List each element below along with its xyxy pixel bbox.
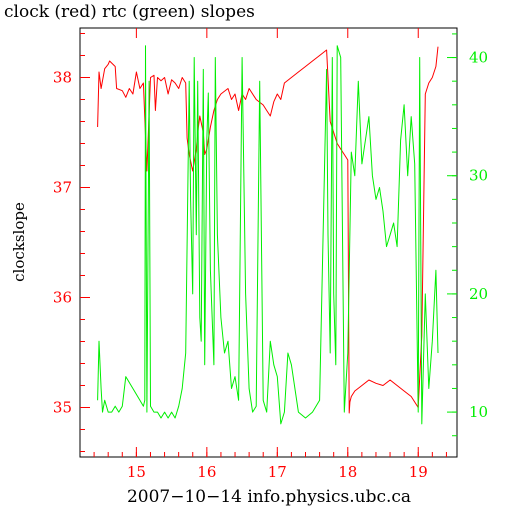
right-tick-label: 10 <box>469 403 488 421</box>
x-tick-label: 16 <box>197 463 216 481</box>
tick-marks <box>80 28 457 457</box>
x-axis-label: 2007−10−14 info.physics.ubc.ca <box>127 487 411 507</box>
y-axis-label: clockslope <box>10 202 28 282</box>
series-layer <box>97 45 439 425</box>
left-tick-label: 36 <box>53 289 72 307</box>
right-tick-label: 40 <box>469 49 488 67</box>
left-tick-label: 37 <box>53 179 72 197</box>
plot-frame <box>79 27 458 458</box>
x-tick-label: 19 <box>409 463 428 481</box>
x-tick-label: 18 <box>338 463 357 481</box>
x-tick-label: 17 <box>268 463 287 481</box>
right-tick-label: 30 <box>469 167 488 185</box>
chart-title: clock (red) rtc (green) slopes <box>4 2 255 22</box>
left-tick-label: 38 <box>53 69 72 87</box>
left-tick-label: 35 <box>53 399 72 417</box>
right-tick-label: 20 <box>469 285 488 303</box>
tick-labels: 35 36 37 38 10 20 30 40 15 16 17 18 19 <box>53 49 488 481</box>
x-tick-label: 15 <box>127 463 146 481</box>
rtc-series-line <box>97 45 439 425</box>
